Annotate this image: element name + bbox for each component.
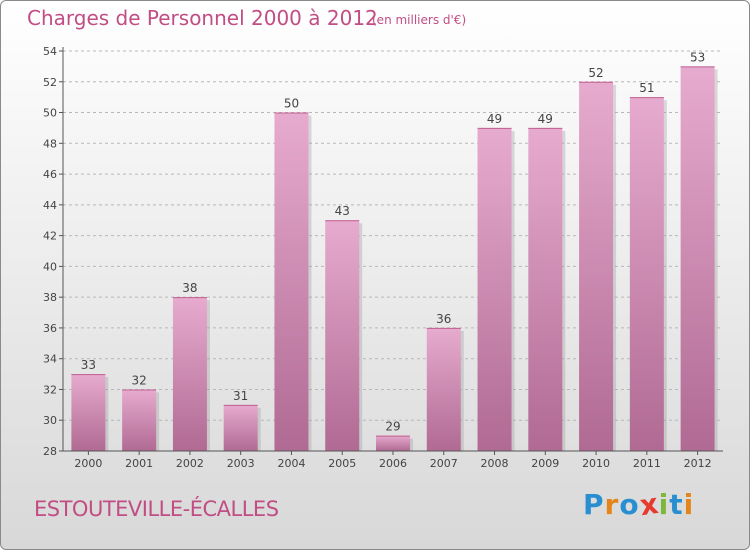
logo-letter: x [637, 486, 661, 523]
axes: 28 30 32 34 36 38 40 42 44 46 48 50 52 54 33 2000 32 2001… [43, 45, 723, 470]
bar [477, 127, 512, 451]
data-label: 33 [81, 358, 96, 372]
y-tick-label: 44 [43, 199, 57, 212]
bar [579, 81, 614, 452]
x-tick-label: 2004 [277, 457, 305, 470]
logo-letter: P [583, 488, 605, 521]
y-tick-label: 52 [43, 76, 57, 89]
data-label: 49 [538, 112, 553, 126]
logo-letter: i [683, 488, 695, 521]
x-tick-label: 2002 [176, 457, 204, 470]
y-tick-label: 32 [43, 383, 57, 396]
x-tick-label: 2009 [531, 457, 559, 470]
bar [629, 97, 664, 452]
logo-letter: t [669, 488, 684, 521]
x-tick-label: 2005 [328, 457, 356, 470]
y-tick-label: 46 [43, 168, 57, 181]
data-label: 51 [639, 81, 654, 95]
bar [325, 220, 360, 451]
data-label: 31 [233, 389, 248, 403]
bar [274, 112, 309, 452]
x-tick-label: 2000 [74, 457, 102, 470]
x-tick-label: 2001 [125, 457, 153, 470]
y-tick-label: 50 [43, 107, 57, 120]
logo-letter: r [604, 488, 620, 521]
chart-subtitle: (en milliers d'€) [372, 13, 467, 27]
logo-letter: i [658, 488, 670, 521]
bars [71, 66, 718, 452]
y-tick-label: 30 [43, 414, 57, 427]
x-tick-label: 2003 [227, 457, 255, 470]
x-tick-label: 2011 [633, 457, 661, 470]
data-label: 53 [690, 50, 705, 64]
x-tick-label: 2007 [430, 457, 458, 470]
data-label: 49 [487, 112, 502, 126]
proxiti-logo[interactable]: Proxiti [583, 486, 695, 523]
commune-name: ESTOUTEVILLE-ÉCALLES [34, 497, 279, 521]
bar [122, 389, 157, 451]
data-label: 29 [385, 420, 400, 434]
logo-letter: o [619, 488, 640, 521]
data-label: 52 [588, 66, 603, 80]
y-tick-label: 36 [43, 322, 57, 335]
bar [172, 297, 207, 451]
bar [680, 66, 715, 451]
bar [71, 374, 106, 451]
bar [376, 435, 410, 451]
x-tick-label: 2012 [684, 457, 712, 470]
grid-lines [63, 50, 723, 452]
y-tick-label: 34 [43, 353, 57, 366]
data-label: 43 [335, 204, 350, 218]
y-tick-label: 40 [43, 260, 57, 273]
y-tick-label: 28 [43, 445, 57, 458]
y-tick-label: 42 [43, 230, 57, 243]
chart-title: Charges de Personnel 2000 à 2012 [27, 6, 378, 30]
x-tick-label: 2008 [481, 457, 509, 470]
x-tick-label: 2010 [582, 457, 610, 470]
y-tick-label: 48 [43, 137, 57, 150]
bar [223, 404, 258, 451]
bar [426, 327, 461, 451]
data-label: 50 [284, 97, 299, 111]
data-label: 36 [436, 312, 451, 326]
data-label: 38 [182, 281, 197, 295]
x-tick-label: 2006 [379, 457, 407, 470]
y-tick-label: 54 [43, 45, 57, 58]
data-label: 32 [132, 373, 147, 387]
y-tick-label: 38 [43, 291, 57, 304]
bar [528, 127, 563, 451]
